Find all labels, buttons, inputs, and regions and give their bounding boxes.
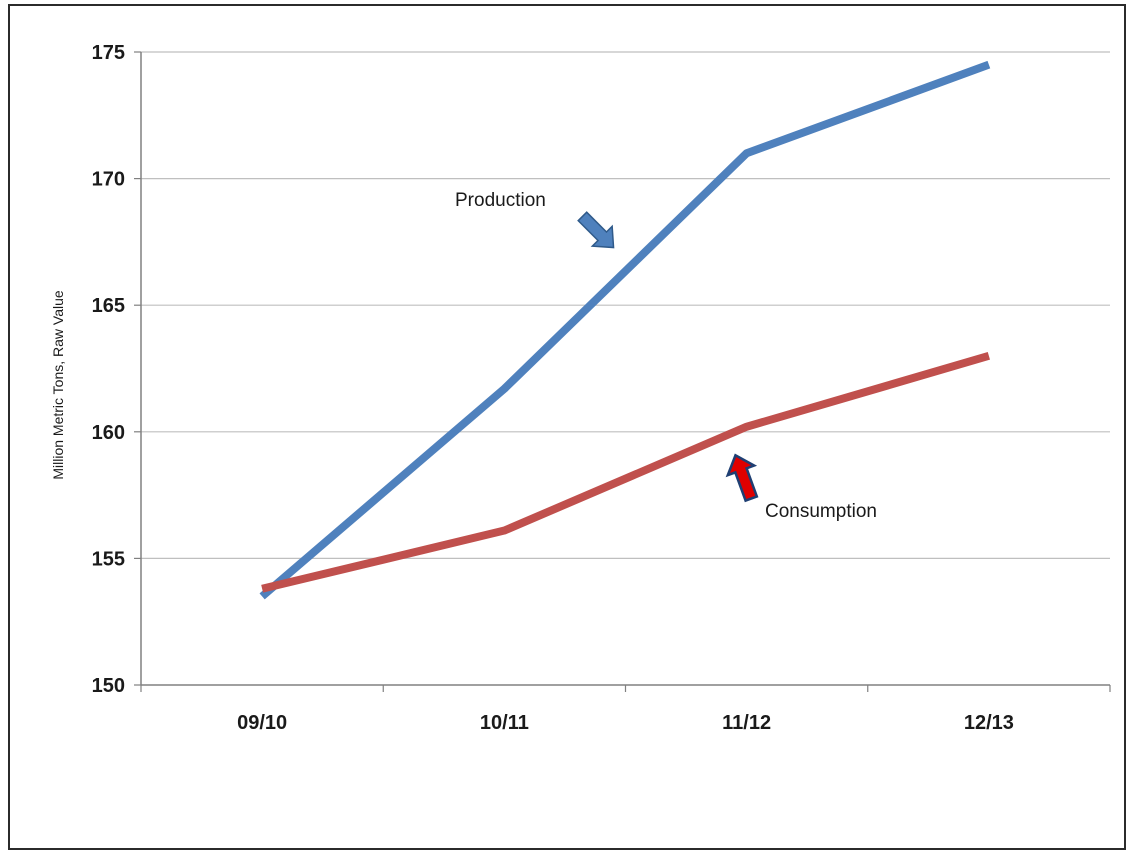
- x-tick-label-12-13: 12/13: [964, 712, 1014, 734]
- series-line-consumption: [261, 352, 990, 593]
- x-tick-label-09-10: 09/10: [237, 712, 287, 734]
- x-tick-label-10-11: 10/11: [480, 712, 529, 734]
- consumption-arrow-icon: [725, 453, 759, 503]
- axes: [134, 51, 1111, 692]
- consumption-annotation-label: Consumption: [765, 501, 877, 522]
- y-tick-labels: 150 155 160 165 170 175: [92, 42, 125, 697]
- y-axis-label: Million Metric Tons, Raw Value: [50, 290, 66, 480]
- y-tick-label-155: 155: [92, 548, 125, 570]
- y-tick-label-165: 165: [92, 295, 125, 317]
- x-tick-labels: 09/10 10/11 11/12 12/13: [237, 712, 1014, 734]
- series-lines: [259, 60, 991, 600]
- x-tick-label-11-12: 11/12: [722, 712, 771, 734]
- y-tick-label-170: 170: [92, 169, 125, 191]
- y-tick-label-175: 175: [92, 42, 125, 64]
- y-tick-label-160: 160: [92, 422, 125, 444]
- y-tick-label-150: 150: [92, 675, 125, 697]
- series-line-production: [259, 60, 991, 600]
- chart-frame: [8, 4, 1126, 850]
- production-arrow-icon: [577, 211, 615, 249]
- production-annotation-label: Production: [455, 190, 546, 211]
